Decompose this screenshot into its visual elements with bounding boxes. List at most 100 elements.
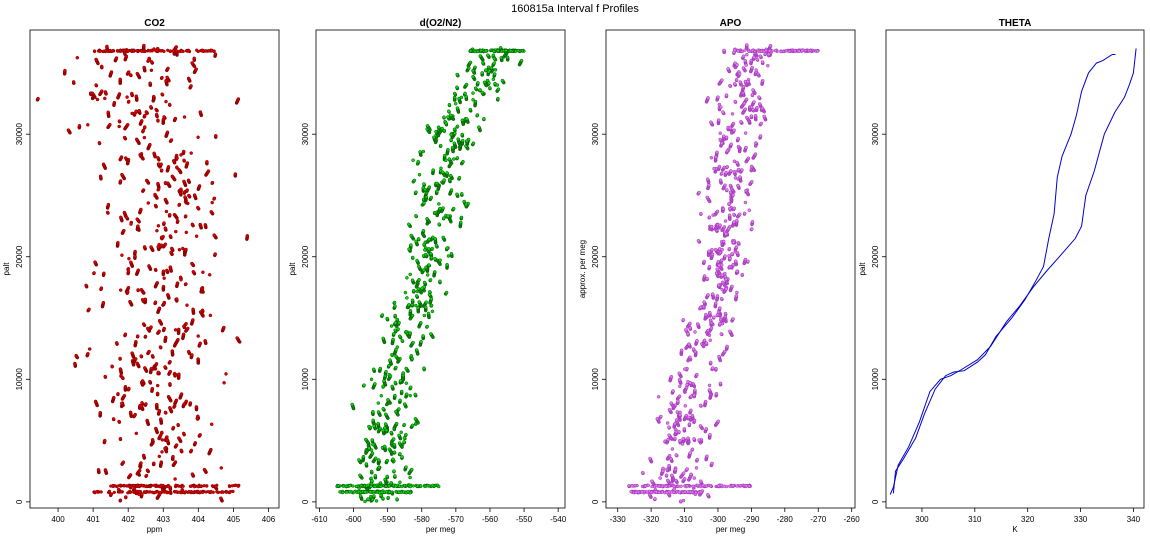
data-point: [733, 176, 738, 180]
data-point: [477, 125, 481, 129]
data-point: [723, 349, 727, 354]
data-point: [376, 458, 381, 462]
data-point: [437, 222, 441, 226]
data-point: [708, 338, 713, 343]
data-point: [133, 357, 138, 361]
data-point: [196, 489, 200, 493]
data-point: [392, 442, 397, 447]
data-point: [750, 179, 754, 184]
data-point: [345, 490, 349, 494]
data-point: [412, 178, 417, 183]
data-point: [742, 101, 747, 105]
data-point: [400, 455, 404, 459]
data-point: [437, 202, 441, 206]
data-point: [180, 49, 184, 53]
data-point: [408, 309, 413, 313]
data-point: [158, 345, 163, 349]
data-point: [393, 474, 397, 478]
data-point: [184, 321, 188, 326]
data-point: [718, 317, 723, 322]
data-point: [181, 484, 185, 488]
data-point: [202, 484, 206, 488]
data-point: [93, 260, 97, 264]
data-point: [186, 326, 190, 331]
data-point: [460, 118, 465, 122]
data-point: [722, 48, 726, 53]
data-point: [159, 417, 163, 421]
data-point: [468, 107, 473, 112]
data-point: [758, 134, 763, 138]
data-point: [126, 49, 130, 53]
data-point: [189, 84, 193, 88]
data-point: [126, 269, 131, 274]
data-point: [395, 497, 399, 501]
data-point: [139, 461, 143, 465]
data-point: [162, 326, 166, 331]
data-point: [444, 121, 448, 126]
data-point: [214, 485, 218, 489]
data-point: [366, 483, 370, 487]
data-point: [442, 115, 446, 119]
data-point: [336, 484, 340, 488]
data-point: [364, 437, 368, 442]
data-point: [438, 258, 442, 262]
data-point: [410, 255, 415, 260]
data-point: [160, 92, 164, 96]
data-point: [442, 153, 447, 158]
data-point: [709, 120, 713, 124]
data-point: [161, 269, 166, 273]
data-point: [390, 384, 394, 389]
data-point: [130, 91, 134, 96]
data-point: [154, 426, 158, 431]
data-point: [445, 171, 449, 175]
data-point: [102, 271, 106, 276]
data-point: [341, 484, 346, 488]
data-point: [419, 484, 423, 488]
data-point: [707, 388, 712, 392]
data-point: [722, 225, 727, 229]
data-point: [449, 251, 454, 256]
data-point: [141, 322, 146, 326]
data-point: [387, 484, 391, 488]
data-point: [156, 370, 161, 375]
data-point: [145, 326, 150, 331]
data-point: [423, 248, 427, 252]
data-point: [214, 134, 218, 138]
data-point: [153, 300, 158, 304]
data-point: [117, 92, 122, 96]
data-point: [174, 443, 179, 447]
data-point: [164, 209, 169, 214]
plot-frame-o2n2: [315, 29, 566, 509]
data-point: [374, 499, 379, 503]
data-point: [368, 490, 372, 494]
data-point: [438, 279, 442, 284]
panel-title-o2n2: d(O2/N2): [420, 18, 462, 29]
data-point: [397, 484, 402, 488]
data-point: [362, 383, 366, 387]
data-point: [744, 63, 748, 67]
data-point: [159, 460, 164, 464]
data-point: [152, 461, 156, 465]
data-point: [175, 156, 179, 161]
data-point: [476, 81, 480, 85]
x-axis-label-o2n2: per meg: [426, 525, 455, 534]
data-point: [667, 433, 671, 437]
data-point: [409, 233, 413, 238]
data-point: [161, 117, 166, 121]
data-point: [94, 490, 99, 494]
data-point: [363, 499, 367, 504]
x-tick-label-o2n2: -550: [516, 515, 533, 524]
y-tick-label-o2n2: 10000: [301, 368, 310, 391]
data-point: [404, 381, 409, 385]
data-point: [129, 260, 133, 264]
data-point: [105, 210, 110, 215]
data-point: [392, 300, 397, 305]
data-point: [685, 467, 689, 471]
data-point: [163, 365, 167, 369]
data-point: [393, 380, 398, 385]
data-point: [128, 73, 133, 77]
data-point: [683, 404, 688, 408]
data-point: [87, 347, 92, 351]
data-point: [670, 447, 675, 451]
data-point: [103, 374, 107, 379]
